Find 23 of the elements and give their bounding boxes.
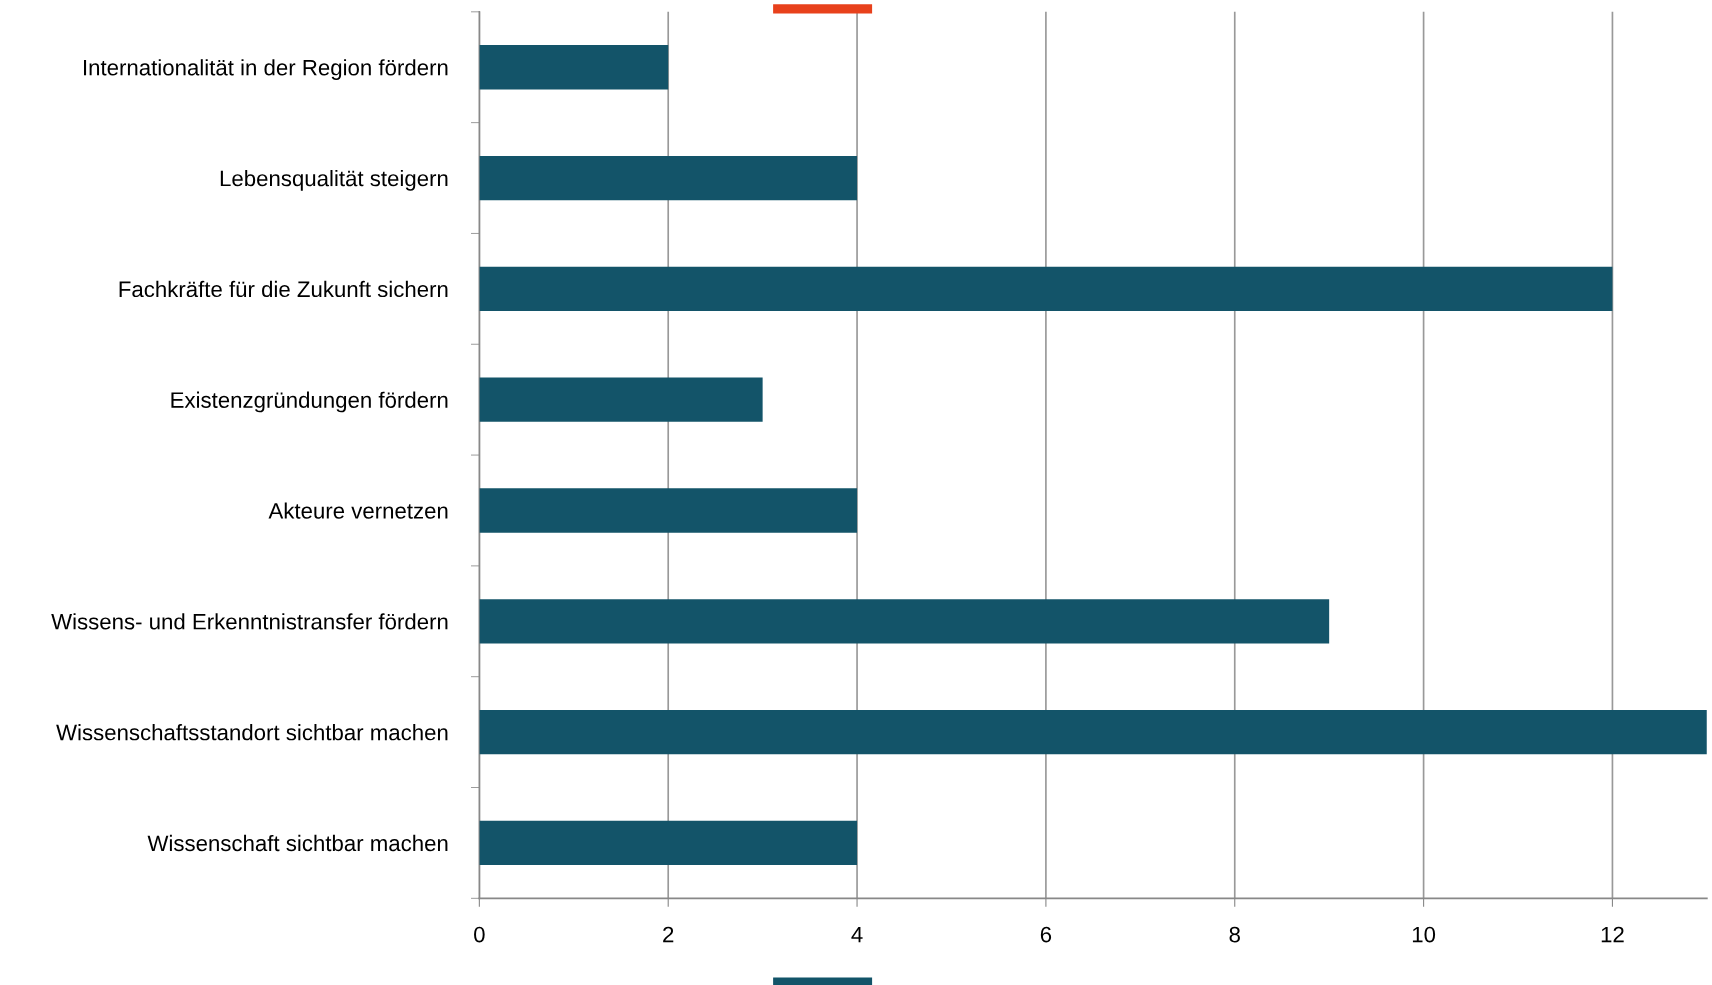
x-tick-label: 12 <box>1601 926 1624 943</box>
bar <box>479 45 669 90</box>
bar <box>479 266 1613 312</box>
bar <box>479 709 1707 755</box>
bar <box>479 820 858 866</box>
x-tick-label: 10 <box>1412 926 1436 943</box>
x-tick-label: 6 <box>1040 926 1052 943</box>
bar <box>479 488 858 533</box>
y-tick-label: Existenzgründungen fördern <box>171 391 448 413</box>
y-tick-label: Wissenschaftsstandort sichtbar machen <box>56 724 448 741</box>
y-tick-label: Wissens- und Erkenntnistransfer fördern <box>51 613 448 630</box>
y-tick-label: Fachkräfte für die Zukunft sichern <box>119 280 448 298</box>
bar <box>479 155 858 201</box>
y-tick-label: Akteure vernetzen <box>268 502 448 519</box>
x-tick-label: 8 <box>1229 926 1240 943</box>
y-tick-label: Internationalität in der Region fördern <box>83 59 448 80</box>
x-tick-label: 2 <box>663 926 674 943</box>
y-tick-label: Wissenschaft sichtbar machen <box>147 834 448 852</box>
bar <box>479 599 1330 644</box>
y-tick-label: Lebensqualität steigern <box>220 169 448 191</box>
x-tick-label: 4 <box>851 926 863 943</box>
bar <box>479 377 763 422</box>
x-tick-label: 0 <box>474 926 485 943</box>
